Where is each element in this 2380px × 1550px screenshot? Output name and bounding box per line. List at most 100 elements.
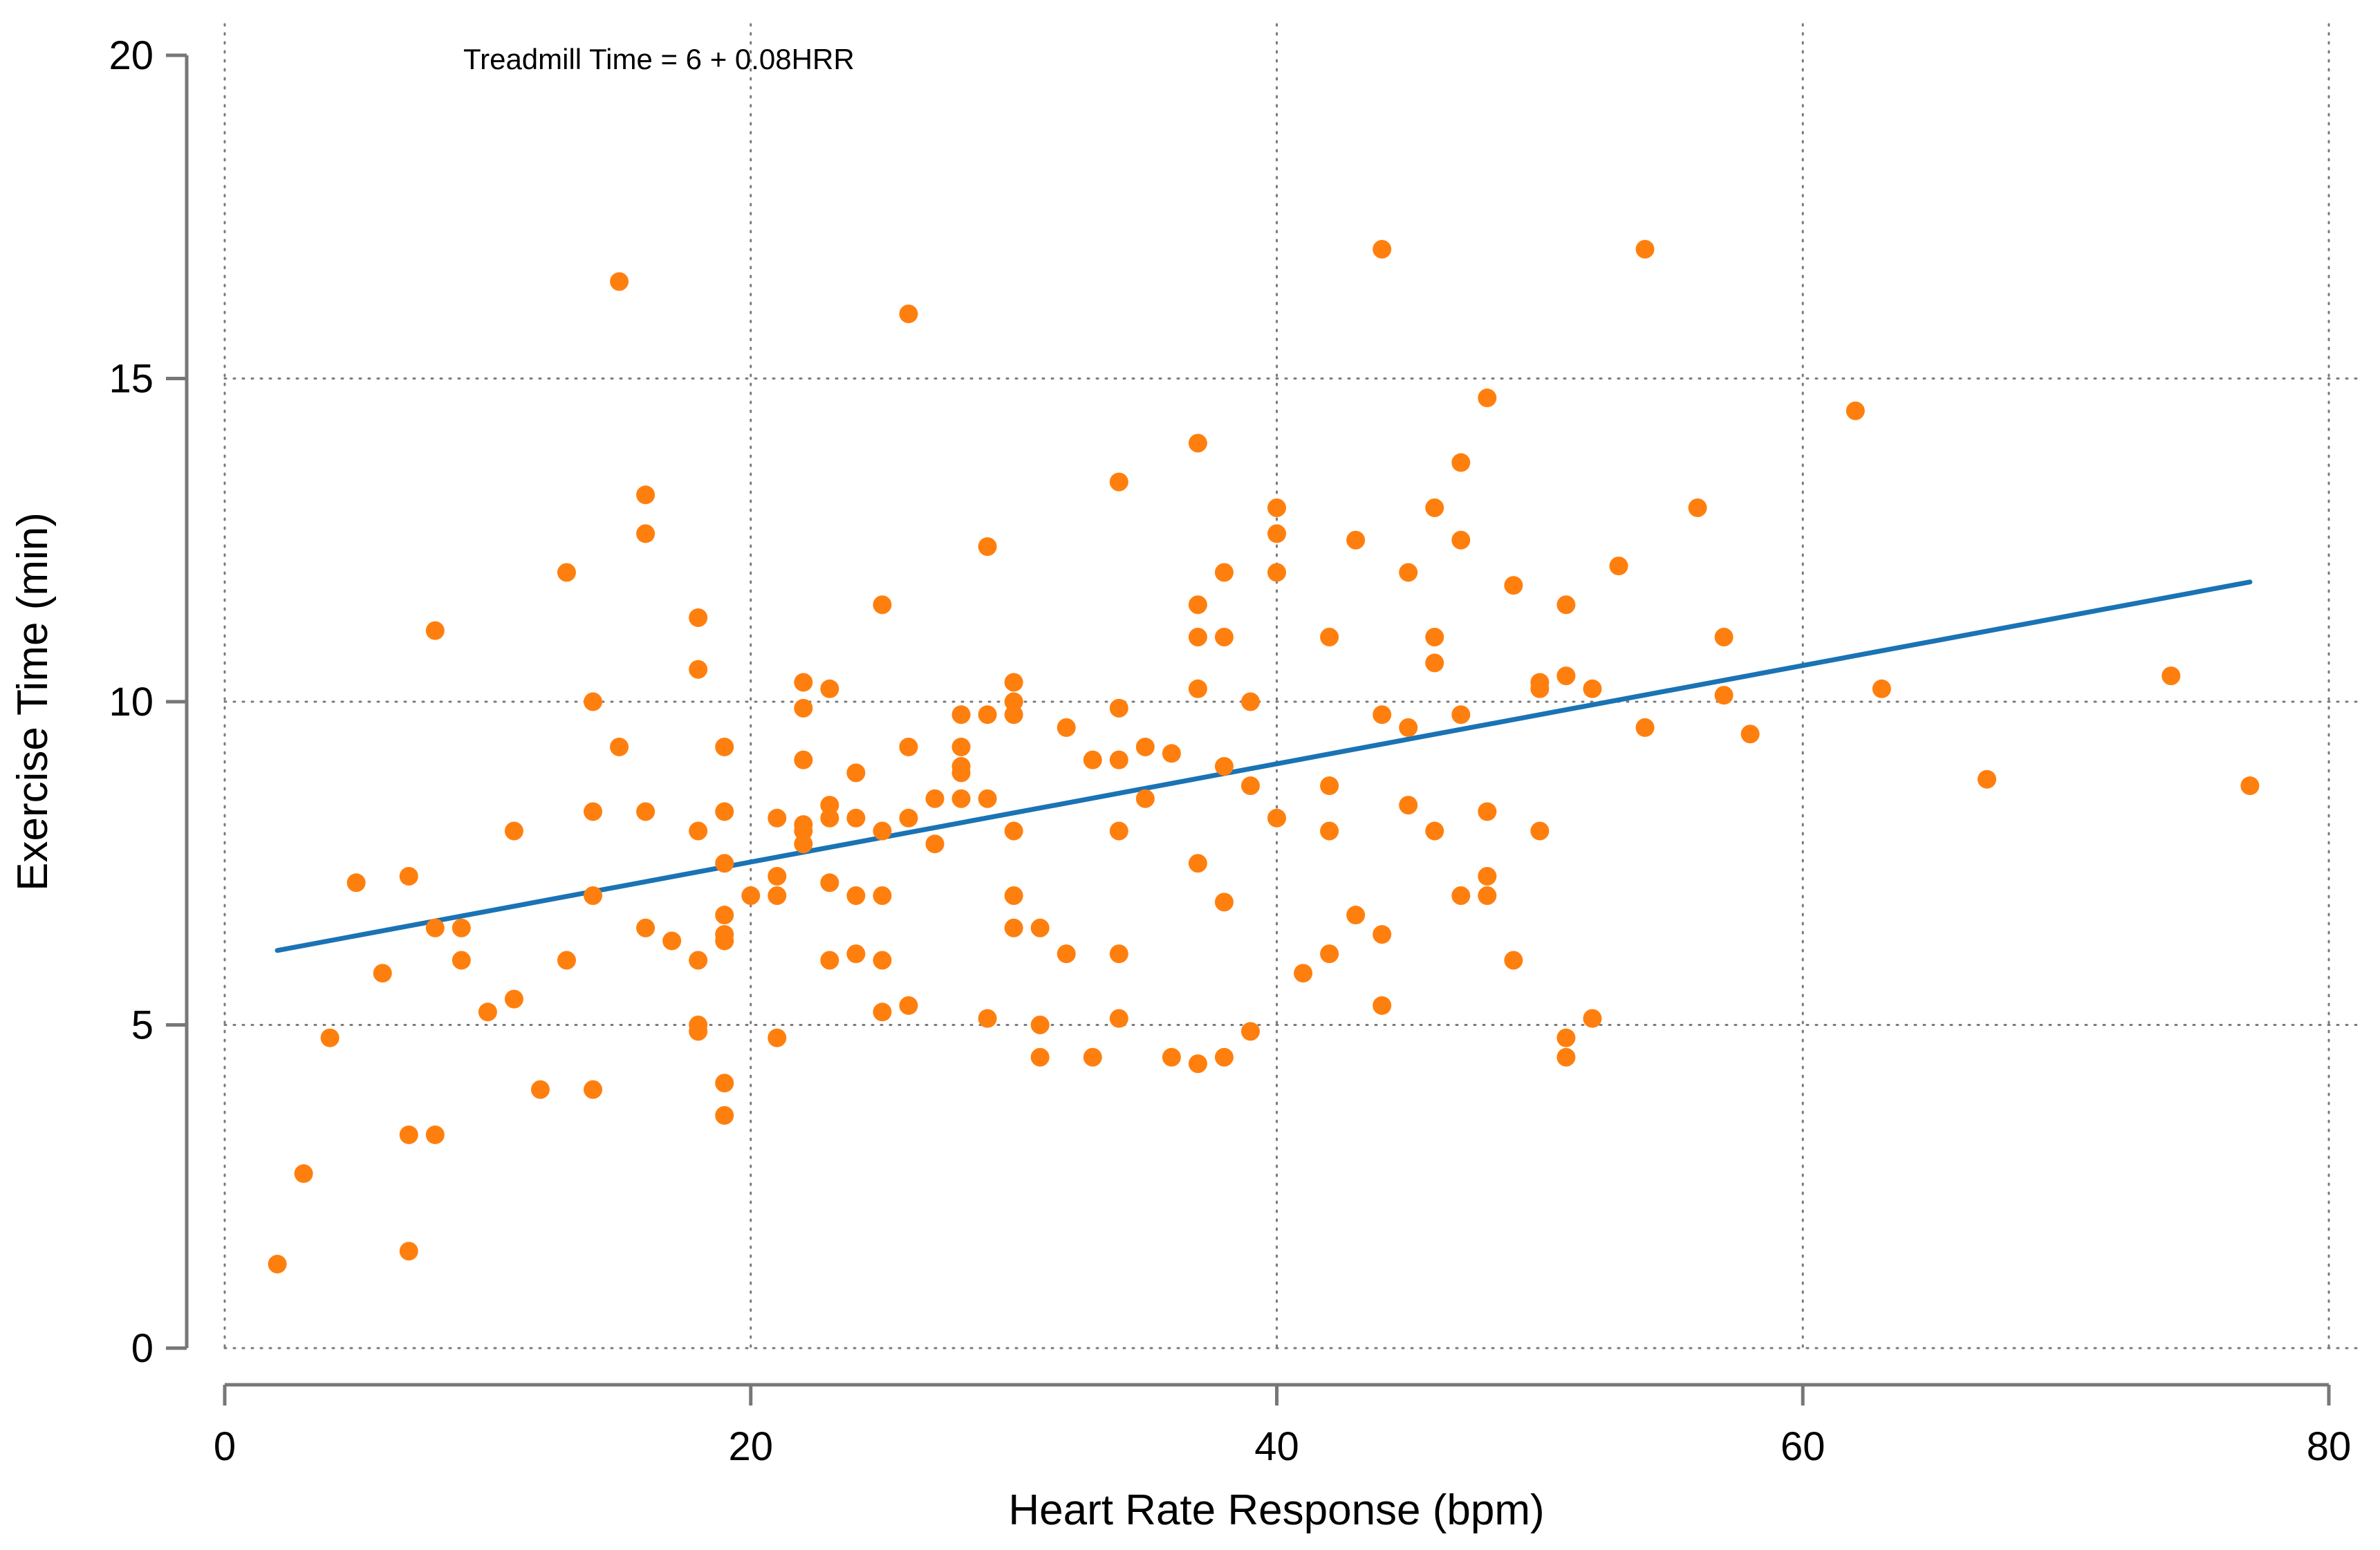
data-point — [1030, 1047, 1050, 1067]
data-point — [873, 1002, 892, 1022]
data-point — [478, 1002, 497, 1022]
data-point — [1240, 1022, 1260, 1041]
x-tick-label: 0 — [214, 1424, 236, 1469]
data-point — [1057, 944, 1076, 964]
axes-layer — [185, 55, 2329, 1387]
data-point — [794, 673, 813, 692]
x-tick-label: 20 — [728, 1424, 773, 1469]
data-point — [1478, 866, 1497, 886]
data-point — [1004, 673, 1023, 692]
data-point — [1373, 705, 1392, 725]
data-point — [1004, 918, 1023, 937]
data-point — [1004, 886, 1023, 905]
data-point — [1635, 718, 1655, 737]
data-point — [689, 608, 708, 627]
data-point — [1530, 679, 1550, 698]
data-point — [1162, 744, 1181, 763]
data-point — [820, 679, 839, 698]
data-point — [1083, 750, 1102, 769]
data-point — [1556, 1028, 1576, 1047]
data-point — [1267, 524, 1286, 543]
y-tick-label: 0 — [131, 1326, 154, 1371]
data-point — [873, 595, 892, 615]
data-point — [662, 931, 682, 951]
data-point — [899, 996, 918, 1015]
data-point — [846, 944, 866, 964]
data-point — [1188, 433, 1207, 453]
data-point — [1346, 906, 1366, 925]
data-point — [925, 834, 945, 854]
data-point — [794, 698, 813, 718]
data-point — [715, 906, 734, 925]
data-point — [1135, 789, 1155, 808]
data-point — [846, 808, 866, 828]
data-point — [1556, 1047, 1576, 1067]
data-point — [820, 951, 839, 970]
data-point — [1978, 769, 1997, 789]
data-point — [1504, 576, 1523, 595]
data-point — [978, 705, 997, 725]
data-point — [715, 737, 734, 756]
data-point — [1504, 951, 1523, 970]
data-point — [1399, 718, 1418, 737]
data-point — [689, 951, 708, 970]
data-point — [399, 866, 418, 886]
data-point — [1556, 595, 1576, 615]
data-point — [1530, 821, 1550, 841]
data-point — [636, 802, 656, 821]
data-point — [925, 789, 945, 808]
data-point — [846, 763, 866, 783]
data-point — [1425, 821, 1444, 841]
data-point — [1373, 925, 1392, 944]
data-point — [346, 873, 366, 893]
data-point — [951, 705, 971, 725]
data-point — [1109, 472, 1128, 492]
data-point — [1188, 679, 1207, 698]
data-point — [1109, 698, 1128, 718]
data-point — [768, 886, 787, 905]
data-point — [557, 951, 576, 970]
data-point — [1583, 679, 1602, 698]
data-point — [320, 1028, 340, 1047]
data-point — [1214, 563, 1234, 582]
data-point — [715, 802, 734, 821]
data-point — [1135, 737, 1155, 756]
data-point — [1083, 1047, 1102, 1067]
data-point — [610, 737, 629, 756]
data-point — [452, 918, 471, 937]
data-point — [1109, 944, 1128, 964]
data-point — [689, 821, 708, 841]
data-point — [715, 854, 734, 873]
data-point — [1320, 944, 1339, 964]
data-point — [268, 1254, 287, 1273]
data-point — [1109, 1009, 1128, 1028]
data-point — [1872, 679, 1891, 698]
data-point — [1188, 854, 1207, 873]
data-point — [873, 886, 892, 905]
data-point — [689, 1022, 708, 1041]
data-point — [1320, 821, 1339, 841]
data-point — [1425, 628, 1444, 646]
data-point — [1346, 530, 1366, 550]
data-point — [1240, 692, 1260, 711]
data-point — [741, 886, 761, 905]
data-point — [794, 750, 813, 769]
data-point — [425, 621, 445, 640]
data-point — [1399, 796, 1418, 815]
regression-line — [275, 579, 2253, 953]
data-point — [1267, 808, 1286, 828]
data-point — [1373, 240, 1392, 259]
data-point — [715, 1074, 734, 1093]
data-point — [530, 1080, 550, 1099]
data-point — [820, 796, 839, 815]
data-point — [1714, 686, 1733, 705]
data-point — [1714, 628, 1733, 646]
data-point — [715, 1105, 734, 1125]
data-point — [899, 737, 918, 756]
data-point — [1267, 498, 1286, 517]
data-point — [584, 886, 603, 905]
data-point — [636, 524, 656, 543]
data-point — [899, 808, 918, 828]
data-point — [1451, 453, 1471, 472]
x-tick-label: 60 — [1781, 1424, 1825, 1469]
